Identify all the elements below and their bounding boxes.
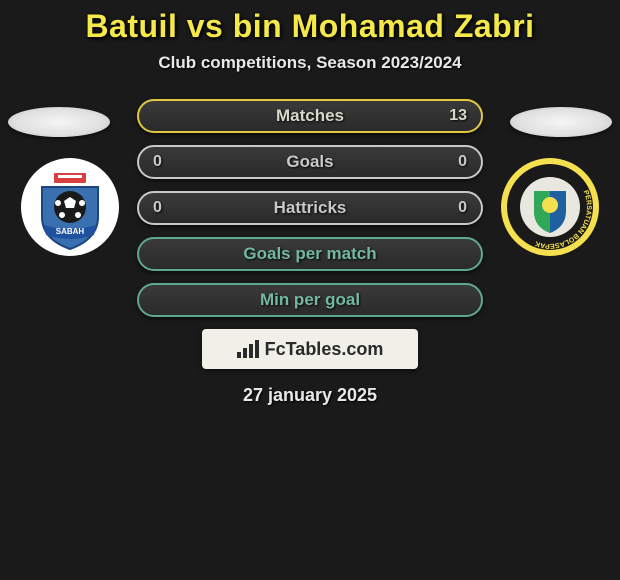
stat-row: Goals per match	[137, 237, 483, 271]
player-right-platform	[510, 107, 612, 137]
player-left-platform	[8, 107, 110, 137]
page-title: Batuil vs bin Mohamad Zabri	[0, 8, 620, 45]
stat-label: Goals	[286, 152, 333, 172]
stat-value-left: 0	[153, 153, 162, 171]
comparison-card: Batuil vs bin Mohamad Zabri Club competi…	[0, 0, 620, 406]
stat-row: Min per goal	[137, 283, 483, 317]
stat-value-right: 13	[449, 107, 467, 125]
fctables-logo[interactable]: FcTables.com	[202, 329, 418, 369]
bar-chart-icon	[237, 340, 259, 358]
svg-text:SABAH: SABAH	[56, 227, 85, 236]
date-label: 27 january 2025	[0, 385, 620, 406]
stat-label: Hattricks	[274, 198, 347, 218]
team-badge-left-svg: SABAH	[20, 157, 120, 257]
stats-list: Matches 13 0 Goals 0 0 Hattricks 0 Goals per mat…	[137, 99, 483, 317]
stat-value-right: 0	[458, 199, 467, 217]
stat-label: Min per goal	[260, 290, 360, 310]
stat-value-left: 0	[153, 199, 162, 217]
stat-row: 0 Hattricks 0	[137, 191, 483, 225]
stat-label: Goals per match	[243, 244, 376, 264]
stat-label: Matches	[276, 106, 344, 126]
stat-value-right: 0	[458, 153, 467, 171]
stat-row: Matches 13	[137, 99, 483, 133]
team-badge-right: PERSATUAN BOLASEPAK	[500, 157, 600, 257]
team-badge-left: SABAH	[20, 157, 120, 257]
team-badge-right-svg: PERSATUAN BOLASEPAK	[500, 157, 600, 257]
subtitle: Club competitions, Season 2023/2024	[0, 53, 620, 73]
stat-row: 0 Goals 0	[137, 145, 483, 179]
logo-text: FcTables.com	[265, 339, 384, 360]
main-area: SABAH PERSATUAN BOLASEPAK Matches 13 0 Goal…	[0, 99, 620, 317]
